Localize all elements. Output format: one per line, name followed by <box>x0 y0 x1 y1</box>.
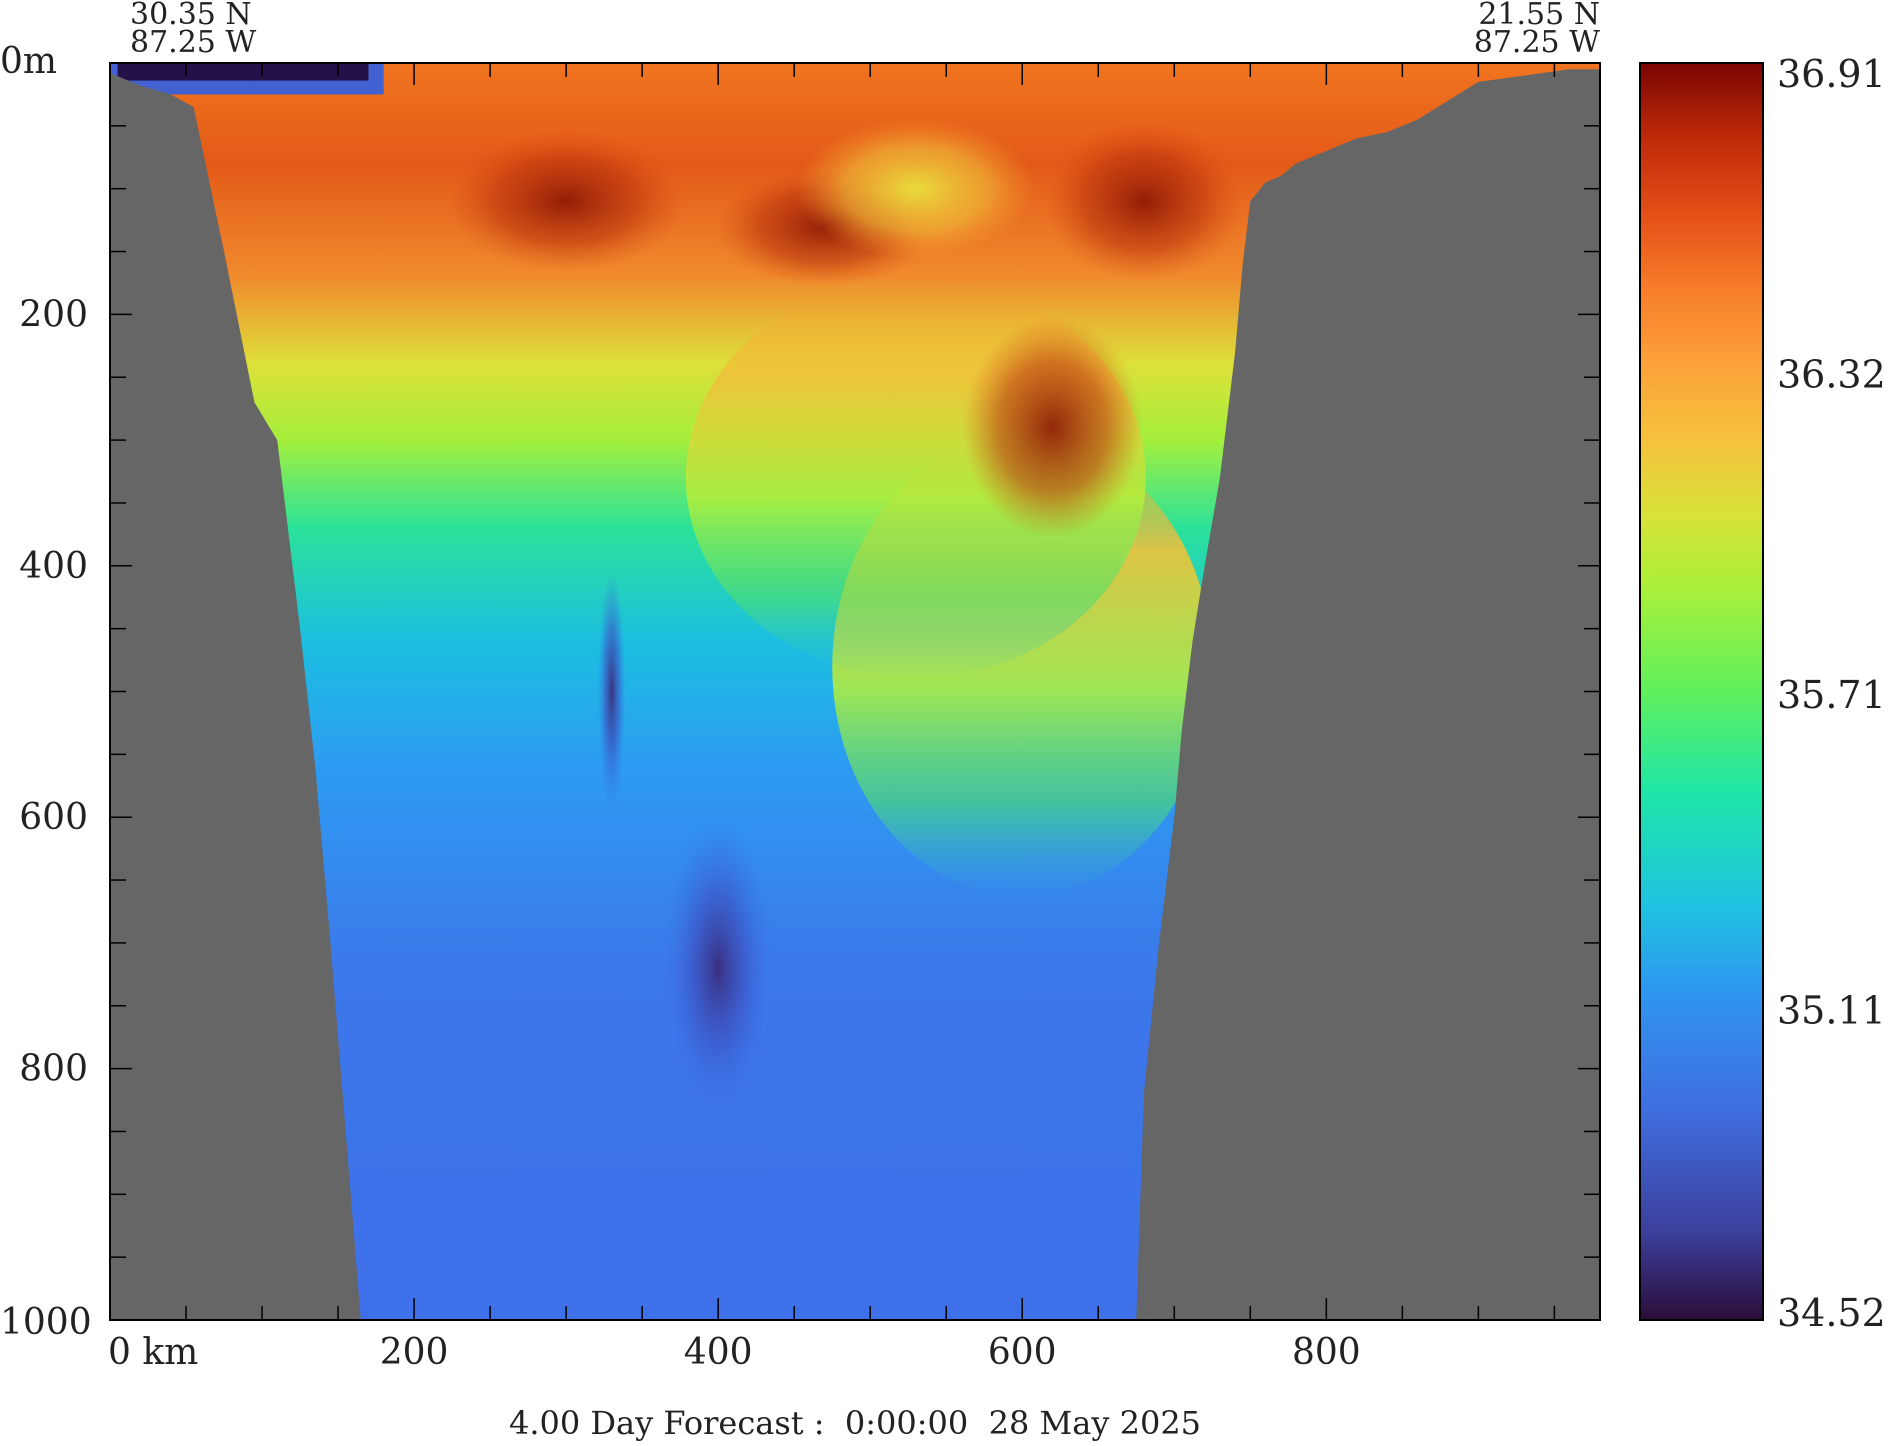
land-mask-left <box>110 63 361 1320</box>
colorbar-tick-label: 34.52 <box>1777 1291 1886 1335</box>
salinity-features <box>110 63 1244 1119</box>
x-tick-label: 200 <box>380 1332 449 1373</box>
colorbar <box>1639 62 1764 1321</box>
low-salinity-lens <box>795 118 1036 259</box>
y-tick-label: 200 <box>19 294 88 335</box>
x-tick-label: 600 <box>988 1332 1057 1373</box>
colorbar-tick-label: 35.71 <box>1777 673 1886 717</box>
high-salinity-core <box>962 317 1143 538</box>
start-lat-label: 30.35 N <box>130 0 252 32</box>
end-lat-label: 21.55 N <box>1478 0 1600 32</box>
y-tick-label: 800 <box>19 1049 88 1090</box>
colorbar-tick-labels: 36.91 36.32 35.71 35.11 34.52 <box>1777 52 1886 1335</box>
fresh-filament <box>597 571 626 812</box>
colorbar-tick-label: 36.91 <box>1777 52 1886 96</box>
y-tick-label: 400 <box>19 546 88 587</box>
axis-tick-labels: 0 km 200 400 600 800 0m 200 400 600 800 1000 <box>0 41 1361 1373</box>
y-tick-label: 1000 <box>0 1302 92 1343</box>
surface-fresh-core <box>117 63 369 81</box>
y-tick-label: 0m <box>0 41 57 82</box>
fresh-core <box>663 818 774 1119</box>
plot-area <box>110 63 1600 1320</box>
axis-ticks <box>109 62 1600 1321</box>
start-lon-label: 87.25 W <box>130 25 256 60</box>
land-mask-right <box>1136 63 1600 1320</box>
x-tick-label: 400 <box>684 1332 753 1373</box>
x-tick-label: 0 km <box>108 1332 198 1373</box>
colorbar-tick-label: 35.11 <box>1777 989 1886 1033</box>
x-tick-label: 800 <box>1292 1332 1361 1373</box>
end-lon-label: 87.25 W <box>1474 25 1600 60</box>
colorbar-tick-label: 36.32 <box>1777 352 1886 396</box>
y-tick-label: 600 <box>19 797 88 838</box>
forecast-caption: 4.00 Day Forecast : 0:00:00 28 May 2025 <box>509 1404 1201 1442</box>
high-salinity-core <box>1043 121 1244 282</box>
high-salinity-core <box>446 131 687 272</box>
